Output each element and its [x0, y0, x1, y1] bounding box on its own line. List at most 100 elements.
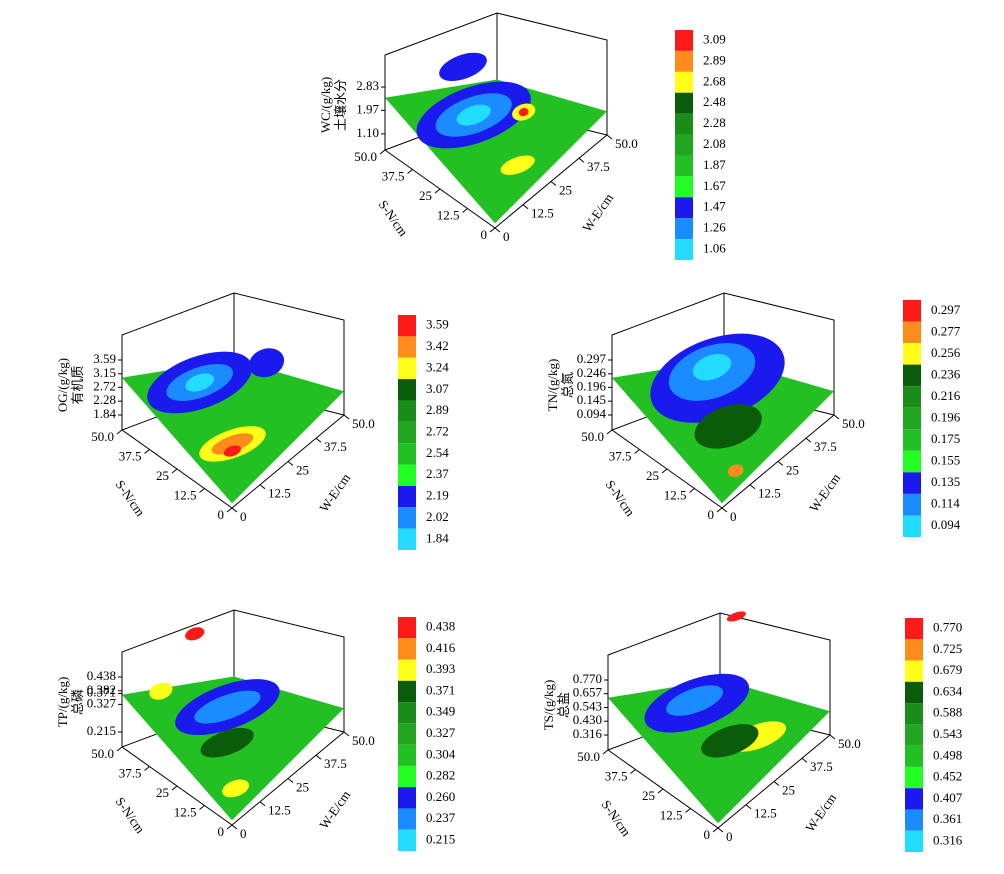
- colorbar-swatch: [905, 745, 923, 767]
- x-tick-label: 50.0: [842, 416, 865, 431]
- x-tick: [231, 824, 238, 830]
- surface-patch: [211, 433, 254, 455]
- x-tick: [801, 757, 808, 763]
- x-tick-label: 25: [782, 782, 795, 797]
- colorbar-label: 3.24: [426, 359, 449, 374]
- y-tick-label: 25: [646, 468, 659, 483]
- colorbar-label: 0.452: [933, 769, 962, 784]
- surface-patch: [701, 724, 759, 758]
- y-tick-label: 37.5: [605, 768, 628, 783]
- x-tick-label: 37.5: [324, 756, 347, 771]
- colorbar-swatch: [905, 618, 923, 640]
- colorbar-label: 1.47: [703, 199, 726, 214]
- surface-patch: [248, 348, 285, 378]
- x-tick: [315, 437, 322, 443]
- colorbar-label: 0.543: [933, 726, 962, 741]
- z-tick-label: 0.246: [577, 365, 607, 380]
- colorbar-label: 1.06: [703, 241, 726, 256]
- y-tick-label: 50.0: [91, 429, 114, 444]
- z-tick-label: 0.438: [87, 668, 116, 683]
- panel: 0 12.5 25 37.5 50.0 0 12.5 25 37.5 50.0 1.10 1.97 2.…: [318, 12, 726, 260]
- x-tick: [287, 778, 294, 783]
- colorbar-swatch: [903, 429, 921, 451]
- y-tick: [171, 468, 178, 474]
- x-tick-label: 0: [240, 509, 247, 524]
- x-tick-label: 50.0: [838, 736, 861, 751]
- colorbar-label: 2.02: [426, 509, 449, 524]
- colorbar-label: 0.297: [931, 302, 961, 317]
- y-tick-label: 0: [481, 227, 488, 242]
- colorbar-swatch: [398, 744, 416, 766]
- y-tick: [712, 827, 719, 833]
- x-tick-label: 37.5: [587, 159, 610, 174]
- colorbar-swatch: [398, 379, 416, 401]
- colorbar-swatch: [398, 464, 416, 486]
- y-tick-label: 25: [156, 785, 169, 800]
- colorbar-label: 0.407: [933, 790, 963, 805]
- colorbar-label: 2.19: [426, 488, 449, 503]
- colorbar-swatch: [398, 485, 416, 508]
- y-tick: [226, 824, 233, 830]
- surface-patch: [518, 107, 529, 117]
- x-tick: [550, 181, 557, 186]
- colorbar-label: 0.588: [933, 705, 962, 720]
- y-tick: [606, 429, 613, 435]
- y-tick-label: 12.5: [437, 207, 460, 222]
- colorbar-label: 0.371: [426, 682, 455, 697]
- y-tick: [199, 488, 205, 493]
- colorbar-swatch: [398, 638, 416, 660]
- colorbar-label: 2.08: [703, 136, 726, 151]
- y-tick: [199, 805, 205, 810]
- y-tick: [226, 507, 233, 513]
- colorbar-label: 0.349: [426, 704, 455, 719]
- colorbar-swatch: [905, 681, 923, 704]
- y-tick: [716, 507, 723, 513]
- x-tick-label: 0: [503, 229, 510, 244]
- y-tick-label: 50.0: [91, 746, 114, 761]
- y-tick: [171, 785, 178, 791]
- z-axis-title: WC/(g/kg): [318, 77, 333, 133]
- panel: 012.52537.550.0012.52537.550.00.3160.430…: [541, 611, 963, 852]
- colorbar-swatch: [675, 92, 693, 114]
- x-tick: [717, 827, 724, 833]
- colorbar-label: 0.196: [931, 409, 961, 424]
- colorbar-label: 2.68: [703, 73, 726, 88]
- colorbar-label: 0.416: [426, 640, 456, 655]
- x-tick: [287, 461, 294, 466]
- y-tick-label: 25: [419, 188, 432, 203]
- colorbar-swatch: [398, 617, 416, 639]
- y-tick: [407, 169, 413, 174]
- colorbar-swatch: [905, 703, 923, 725]
- z-axis-title: TS/(g/kg): [541, 680, 556, 731]
- colorbar-swatch: [903, 493, 921, 516]
- colorbar-swatch: [675, 239, 693, 260]
- colorbar-label: 0.304: [426, 746, 456, 761]
- x-tick: [773, 781, 780, 786]
- y-tick-label: 37.5: [609, 448, 632, 463]
- colorbar-label: 0.135: [931, 474, 960, 489]
- colorbar-swatch: [398, 808, 416, 830]
- colorbar-swatch: [398, 315, 416, 337]
- colorbar-label: 3.07: [426, 381, 449, 396]
- y-tick-label: 50.0: [581, 429, 604, 444]
- y-tick: [657, 788, 664, 794]
- colorbar-label: 0.498: [933, 747, 962, 762]
- colorbar-swatch: [903, 321, 921, 344]
- colorbar-label: 2.54: [426, 445, 449, 460]
- colorbar-swatch: [905, 724, 923, 746]
- colorbar-label: 0.282: [426, 768, 455, 783]
- surface-patch: [439, 52, 487, 82]
- colorbar-label: 2.89: [703, 52, 726, 67]
- x-tick-label: 50.0: [615, 136, 638, 151]
- x-tick-label: 12.5: [268, 486, 291, 501]
- surface-patch: [727, 464, 744, 478]
- x-tick-label: 12.5: [754, 806, 777, 821]
- x-tick-label: 12.5: [268, 803, 291, 818]
- z-tick-label: 0.145: [577, 392, 606, 407]
- y-tick: [602, 749, 609, 755]
- surface-patch: [223, 445, 242, 457]
- surface-patch: [185, 627, 205, 641]
- colorbar-label: 2.72: [426, 423, 449, 438]
- y-tick-label: 0: [704, 827, 711, 842]
